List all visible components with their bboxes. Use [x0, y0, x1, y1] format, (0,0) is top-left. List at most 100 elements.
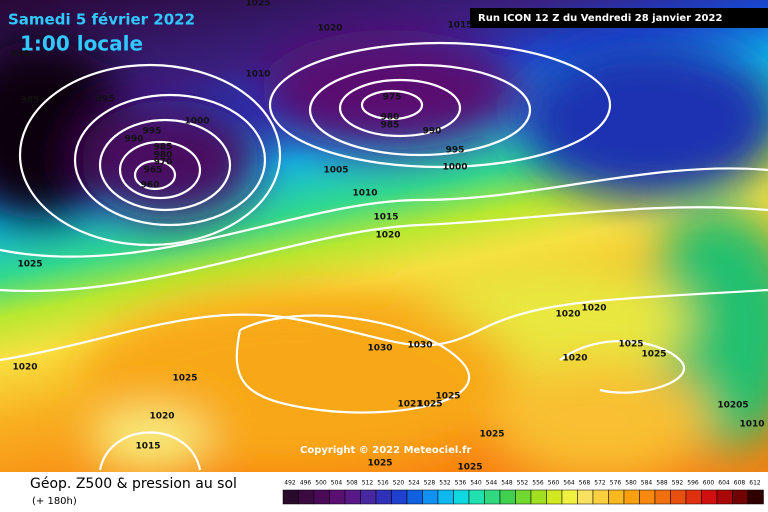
isobar-label: 975 [383, 93, 402, 103]
scale-label: 532 [439, 480, 451, 487]
scale-swatch [747, 489, 764, 505]
scale-swatch [282, 489, 299, 505]
isobar-label: 1030 [367, 344, 392, 354]
scale-swatch [360, 489, 377, 505]
scale-swatch [546, 489, 563, 505]
isobar-label: 965 [144, 166, 163, 176]
scale-swatch [422, 489, 439, 505]
isobar-label: 1010 [739, 420, 764, 430]
scale-swatch [344, 489, 361, 505]
color-scale: 492 496 500 504 508 512 516 520 524 528 532 536 540 5… [282, 480, 764, 505]
scale-label: 556 [532, 480, 544, 487]
isobar-label: 1025 [457, 463, 482, 473]
isobar-label: 1020 [581, 304, 606, 314]
run-info: Run ICON 12 Z du Vendredi 28 janvier 202… [478, 13, 722, 24]
scale-label: 608 [734, 480, 746, 487]
scale-swatch [732, 489, 749, 505]
scale-swatch [515, 489, 532, 505]
isobar-label: 980 [381, 113, 400, 123]
isobar-label: 1025 [245, 0, 270, 9]
isobar-label: 985 [21, 96, 40, 106]
scale-label: 520 [393, 480, 405, 487]
scale-label: 516 [377, 480, 389, 487]
forecast-date: Samedi 5 février 2022 [8, 11, 195, 29]
isobar-label: 1005 [323, 166, 348, 176]
isobar-label: 1010 [352, 189, 377, 199]
forecast-time: 1:00 locale [20, 32, 143, 56]
isobar-label: 1025 [641, 350, 666, 360]
scale-label: 604 [718, 480, 730, 487]
scale-label: 528 [424, 480, 436, 487]
scale-swatch [406, 489, 423, 505]
scale-swatch [670, 489, 687, 505]
scale-swatch [329, 489, 346, 505]
scale-label: 548 [501, 480, 513, 487]
scale-label: 588 [656, 480, 668, 487]
scale-swatch [701, 489, 718, 505]
scale-swatch [592, 489, 609, 505]
scale-label: 568 [579, 480, 591, 487]
scale-swatch [499, 489, 516, 505]
isobar-label: 1021 [397, 400, 422, 410]
scale-label: 592 [672, 480, 684, 487]
scale-swatch [484, 489, 501, 505]
isobar-label: 1025 [479, 430, 504, 440]
isobar-label: 1020 [12, 363, 37, 373]
scale-label: 552 [517, 480, 529, 487]
isobar-label: 970 [154, 158, 173, 168]
isobar-label: 1020 [555, 310, 580, 320]
scale-label: 540 [470, 480, 482, 487]
scale-label: 572 [594, 480, 606, 487]
isobar-label: 1020 [562, 354, 587, 364]
scale-label: 496 [300, 480, 312, 487]
scale-swatch [375, 489, 392, 505]
isobar-label: 1015 [447, 21, 472, 31]
scale-swatch [298, 489, 315, 505]
isobar-label: 960 [141, 181, 160, 191]
isobar-label: 1020 [375, 231, 400, 241]
isobar-label: 1015 [135, 442, 160, 452]
isobar-label: 10205 [717, 401, 748, 411]
scale-label: 564 [563, 480, 575, 487]
scale-swatch [716, 489, 733, 505]
scale-label: 596 [687, 480, 699, 487]
scale-swatch [561, 489, 578, 505]
scale-swatch [391, 489, 408, 505]
scale-label: 504 [331, 480, 343, 487]
isobar-label: 1025 [417, 400, 442, 410]
isobar-label: 990 [423, 127, 442, 137]
scale-swatch [437, 489, 454, 505]
isobar-label: 1025 [172, 374, 197, 384]
footer-subtitle: (+ 180h) [32, 496, 77, 507]
scale-label: 600 [703, 480, 715, 487]
scale-swatch [530, 489, 547, 505]
isobar-label: 985 [154, 143, 173, 153]
scale-label: 576 [610, 480, 622, 487]
isobar-label: 1000 [442, 163, 467, 173]
scale-label: 524 [408, 480, 420, 487]
scale-swatch [577, 489, 594, 505]
run-banner [470, 8, 768, 28]
isobars [0, 41, 768, 471]
scale-swatch [639, 489, 656, 505]
isobar-label: 1000 [184, 117, 209, 127]
isobar-label: 1025 [435, 392, 460, 402]
copyright: Copyright © 2022 Meteociel.fr [300, 445, 471, 456]
scale-swatch [654, 489, 671, 505]
isobar-label: 990 [11, 50, 30, 60]
scale-swatch [685, 489, 702, 505]
isobar-label: 980 [154, 151, 173, 161]
scale-label: 536 [455, 480, 467, 487]
scale-label: 512 [362, 480, 374, 487]
isobar-label: 1030 [407, 341, 432, 351]
isobar-label: 1025 [367, 459, 392, 469]
isobar-label: 990 [125, 135, 144, 145]
scale-label: 544 [486, 480, 498, 487]
isobar-label: 1020 [317, 24, 342, 34]
scale-label: 580 [625, 480, 637, 487]
isobar-label: 1025 [17, 260, 42, 270]
isobar-label: 1010 [245, 70, 270, 80]
isobar-label: 995 [143, 127, 162, 137]
scale-swatch [468, 489, 485, 505]
